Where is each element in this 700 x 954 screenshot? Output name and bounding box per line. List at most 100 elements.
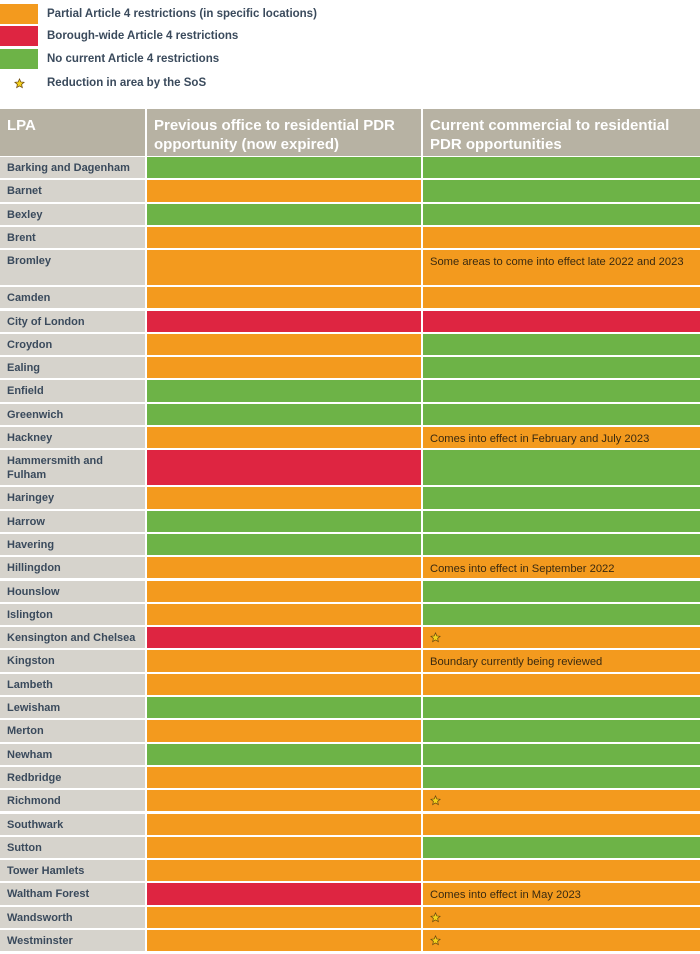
- current-status-cell: [423, 580, 700, 602]
- current-status-cell: [423, 627, 700, 649]
- previous-status-cell: [147, 533, 421, 556]
- previous-status-cell: [147, 743, 421, 765]
- legend-item-borough: Borough-wide Article 4 restrictions: [0, 26, 238, 46]
- current-status-cell: [423, 287, 700, 309]
- current-status-cell: [423, 357, 700, 379]
- column-header-current: Current commercial to residential PDR op…: [423, 109, 700, 156]
- lpa-cell: Haringey: [0, 487, 145, 509]
- legend-label: Borough-wide Article 4 restrictions: [47, 30, 239, 42]
- lpa-cell: Tower Hamlets: [0, 860, 145, 882]
- previous-status-cell: [147, 930, 421, 952]
- previous-status-cell: [147, 813, 421, 835]
- current-status-cell: [423, 226, 700, 249]
- lpa-cell: Croydon: [0, 333, 145, 356]
- lpa-cell: Hammersmith and Fulham: [0, 450, 145, 486]
- status-note: Boundary currently being reviewed: [430, 656, 603, 669]
- legend-swatch-partial: [0, 4, 38, 24]
- lpa-cell: Ealing: [0, 357, 145, 379]
- lpa-cell: Lambeth: [0, 673, 145, 695]
- lpa-cell: Waltham Forest: [0, 883, 145, 905]
- lpa-cell: Wandsworth: [0, 906, 145, 928]
- status-note: Some areas to come into effect late 2022…: [430, 256, 684, 269]
- star-icon: [430, 795, 441, 810]
- legend: Partial Article 4 restrictions (in speci…: [0, 0, 700, 100]
- current-status-cell: [423, 403, 700, 425]
- lpa-cell: Harrow: [0, 510, 145, 532]
- current-status-cell: Boundary currently being reviewed: [423, 650, 700, 672]
- legend-item-partial: Partial Article 4 restrictions (in speci…: [0, 4, 317, 24]
- previous-status-cell: [147, 487, 421, 509]
- lpa-cell: Hounslow: [0, 580, 145, 602]
- lpa-cell: Lewisham: [0, 697, 145, 719]
- lpa-cell: Islington: [0, 603, 145, 626]
- legend-swatch-none: [0, 49, 38, 69]
- legend-label: Reduction in area by the SoS: [47, 77, 207, 89]
- lpa-cell: Bexley: [0, 203, 145, 225]
- current-status-cell: [423, 180, 700, 202]
- lpa-cell: Bromley: [0, 250, 145, 286]
- legend-item-star: Reduction in area by the SoS: [0, 73, 206, 93]
- lpa-cell: Newham: [0, 743, 145, 765]
- lpa-cell: Merton: [0, 720, 145, 742]
- previous-status-cell: [147, 673, 421, 695]
- legend-label: Partial Article 4 restrictions (in speci…: [47, 8, 317, 20]
- legend-swatch-borough: [0, 26, 38, 46]
- current-status-cell: [423, 860, 700, 882]
- previous-status-cell: [147, 836, 421, 859]
- current-status-cell: Comes into effect in February and July 2…: [423, 427, 700, 449]
- previous-status-cell: [147, 250, 421, 286]
- current-status-cell: Comes into effect in May 2023: [423, 883, 700, 905]
- current-status-cell: [423, 157, 700, 179]
- previous-status-cell: [147, 380, 421, 402]
- previous-status-cell: [147, 580, 421, 602]
- lpa-cell: Redbridge: [0, 766, 145, 789]
- status-note: Comes into effect in May 2023: [430, 889, 581, 902]
- star-icon: [430, 911, 441, 927]
- lpa-cell: Barnet: [0, 180, 145, 202]
- current-status-cell: [423, 333, 700, 356]
- current-status-cell: Comes into effect in September 2022: [423, 557, 700, 579]
- lpa-cell: Greenwich: [0, 403, 145, 425]
- star-icon: [430, 632, 441, 647]
- lpa-cell: Westminster: [0, 930, 145, 952]
- current-status-cell: [423, 743, 700, 765]
- legend-label: No current Article 4 restrictions: [47, 53, 220, 65]
- status-note: Comes into effect in September 2022: [430, 563, 615, 576]
- previous-status-cell: [147, 157, 421, 179]
- current-status-cell: Some areas to come into effect late 2022…: [423, 250, 700, 286]
- current-status-cell: [423, 510, 700, 532]
- previous-status-cell: [147, 310, 421, 332]
- previous-status-cell: [147, 650, 421, 672]
- previous-status-cell: [147, 720, 421, 742]
- current-status-cell: [423, 790, 700, 812]
- lpa-cell: Enfield: [0, 380, 145, 402]
- current-status-cell: [423, 906, 700, 928]
- current-status-cell: [423, 720, 700, 742]
- current-status-cell: [423, 930, 700, 952]
- lpa-cell: Southwark: [0, 813, 145, 835]
- lpa-cell: Hillingdon: [0, 557, 145, 579]
- lpa-cell: Brent: [0, 226, 145, 249]
- lpa-cell: Kingston: [0, 650, 145, 672]
- lpa-cell: Camden: [0, 287, 145, 309]
- lpa-cell: Hackney: [0, 427, 145, 449]
- current-status-cell: [423, 603, 700, 626]
- previous-status-cell: [147, 180, 421, 202]
- current-status-cell: [423, 450, 700, 486]
- previous-status-cell: [147, 357, 421, 379]
- previous-status-cell: [147, 697, 421, 719]
- current-status-cell: [423, 310, 700, 332]
- current-status-cell: [423, 203, 700, 225]
- lpa-cell: Richmond: [0, 790, 145, 812]
- status-note: Comes into effect in February and July 2…: [430, 433, 650, 445]
- lpa-cell: Kensington and Chelsea: [0, 627, 145, 649]
- previous-status-cell: [147, 203, 421, 225]
- previous-status-cell: [147, 603, 421, 626]
- previous-status-cell: [147, 906, 421, 928]
- previous-status-cell: [147, 766, 421, 789]
- previous-status-cell: [147, 287, 421, 309]
- lpa-cell: City of London: [0, 310, 145, 332]
- previous-status-cell: [147, 557, 421, 579]
- previous-status-cell: [147, 627, 421, 649]
- current-status-cell: [423, 813, 700, 835]
